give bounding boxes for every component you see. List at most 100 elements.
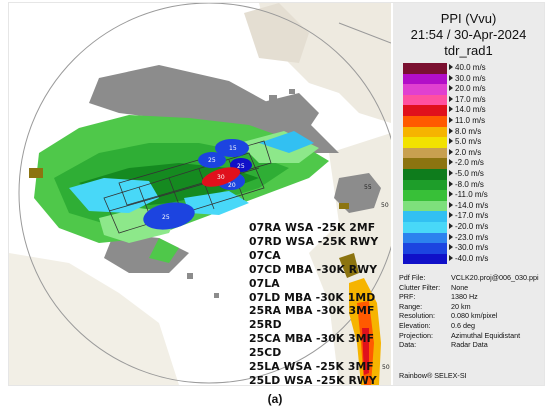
scale-swatch [403, 168, 447, 180]
triangle-marker-icon [449, 254, 453, 261]
scale-label: -23.0 m/s [455, 232, 489, 242]
scale-label: 14.0 m/s [455, 105, 486, 115]
scale-row: -11.0 m/s [403, 190, 543, 201]
info-key: Pdf File: [399, 273, 426, 282]
scan-info: Pdf File: VCLK20.proj@006_030.ppi Clutter … [399, 273, 544, 350]
scale-row: -14.0 m/s [403, 200, 543, 212]
blob-label-30: 30 [217, 174, 225, 181]
rain-band [339, 253, 381, 385]
blob-15 [215, 139, 249, 157]
runway-alert-line: 07CA [249, 248, 281, 262]
info-row: Data: Radar Data [399, 340, 544, 350]
triangle-marker-icon [449, 191, 453, 198]
info-key: Range: [399, 301, 423, 311]
scale-row: 2.0 m/s [403, 147, 543, 159]
scale-row: -23.0 m/s [403, 232, 543, 244]
info-row: Elevation: 0.6 deg [399, 321, 544, 331]
triangle-marker-icon [449, 106, 453, 113]
scale-swatch [403, 200, 447, 212]
scale-swatch [403, 84, 447, 95]
blob-25c [143, 202, 195, 230]
triangle-marker-icon [449, 74, 453, 81]
scale-swatch [403, 253, 447, 265]
contour-label-55: 55 [364, 184, 372, 191]
scale-swatch [403, 158, 447, 169]
scale-label: 20.0 m/s [455, 84, 486, 94]
scale-swatch [403, 232, 447, 244]
scale-swatch [403, 73, 447, 85]
runway-alert-line: 25LA WSA -25K 3MF [249, 360, 374, 374]
contour-label-50b: 50 [382, 364, 390, 371]
info-row: PRF: 1380 Hz [399, 292, 544, 302]
blob-label-15: 15 [229, 145, 237, 152]
blob-25a [198, 152, 226, 168]
triangle-marker-icon [449, 138, 453, 145]
scale-label: 30.0 m/s [455, 73, 486, 83]
scale-label: -17.0 m/s [455, 211, 489, 221]
info-row: Resolution: 0.080 km/pixel [399, 311, 544, 321]
contour-labels: 55 50 50 [364, 184, 390, 371]
velocity-blobs [143, 139, 252, 230]
info-key: Clutter Filter: [399, 282, 441, 292]
info-value: 0.080 km/pixel [451, 311, 498, 321]
timestamp: 21:54 / 30-Apr-2024 [410, 27, 527, 42]
contour-label-50: 50 [381, 202, 389, 209]
runway-alerts: 07RA WSA -25K 2MF 07RD WSA -25K RWY 07CA 07… [249, 221, 378, 388]
scale-row: -2.0 m/s [403, 158, 543, 169]
figure-caption: (a) [267, 392, 283, 406]
scale-swatch [403, 94, 447, 106]
scale-row: 17.0 m/s [403, 94, 543, 106]
triangle-marker-icon [449, 244, 453, 251]
scale-row: 20.0 m/s [403, 84, 543, 95]
scale-label: -14.0 m/s [455, 200, 489, 210]
triangle-marker-icon [449, 116, 453, 123]
land-island [244, 3, 309, 63]
info-row: Range: 20 km [399, 302, 544, 312]
scale-label: 17.0 m/s [455, 94, 486, 104]
scale-swatch [403, 126, 447, 138]
scale-row: 8.0 m/s [403, 126, 543, 138]
scale-swatch [403, 211, 447, 222]
info-value: 0.6 deg [451, 320, 475, 330]
scale-swatch [403, 221, 447, 233]
triangle-marker-icon [449, 148, 453, 155]
scale-label: 2.0 m/s [455, 147, 482, 157]
blob-label-25c: 25 [162, 214, 170, 221]
radar-figure: 15 25 25 20 30 25 55 50 50 07RA WSA -25K… [8, 2, 545, 388]
info-value: None [451, 282, 469, 292]
scale-label: -5.0 m/s [455, 168, 484, 178]
runway-alert-line: 25LD WSA -25K RWY [249, 373, 377, 387]
info-value: 1380 Hz [451, 292, 478, 302]
triangle-marker-icon [449, 95, 453, 102]
info-row: Clutter Filter: None [399, 283, 544, 293]
scale-label: 8.0 m/s [455, 126, 482, 136]
scale-row: 14.0 m/s [403, 105, 543, 116]
info-value: 20 km [451, 301, 471, 311]
runway-alert-line: 25CD [249, 346, 282, 360]
blob-label-20: 20 [228, 182, 236, 189]
scale-row: -5.0 m/s [403, 168, 543, 180]
scale-row: 11.0 m/s [403, 115, 543, 127]
scale-label: -11.0 m/s [455, 190, 488, 200]
runway-alert-line: 07LD MBA -30K 1MD [249, 290, 376, 304]
scale-label: -2.0 m/s [455, 158, 484, 168]
legend-panel: PPI (Vvu) 21:54 / 30-Apr-2024 tdr_rad1 4… [393, 3, 544, 385]
radar-ppi-map: 15 25 25 20 30 25 55 50 50 [9, 3, 391, 385]
info-key: Data: [399, 340, 417, 350]
scale-row: -17.0 m/s [403, 211, 543, 222]
blob-labels: 15 25 25 20 30 25 [162, 145, 245, 221]
scale-row: -8.0 m/s [403, 179, 543, 191]
runway-alert-line: 07LA [249, 276, 280, 290]
scale-label: -8.0 m/s [455, 179, 484, 189]
info-row: Projection: Azimuthal Equidistant [399, 331, 544, 341]
radar-name: tdr_rad1 [444, 43, 493, 58]
runway-alert-line: 25CA MBA -30K 3MF [249, 332, 375, 346]
info-key: Resolution: [399, 311, 435, 321]
scale-label: -30.0 m/s [455, 243, 489, 253]
blob-label-25b: 25 [237, 163, 245, 170]
triangle-marker-icon [449, 212, 453, 219]
scale-swatch [403, 190, 447, 201]
echo-olive [29, 168, 349, 209]
scale-row: -20.0 m/s [403, 221, 543, 233]
triangle-marker-icon [449, 180, 453, 187]
